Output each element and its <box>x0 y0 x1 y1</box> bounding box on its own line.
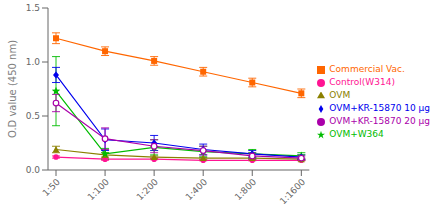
svg-text:0.5: 0.5 <box>26 111 40 121</box>
html-text:OVM+KR-15870 20 μg: OVM+KR-15870 20 μg <box>329 116 430 126</box>
svg-text:0.0: 0.0 <box>26 165 41 175</box>
svg-text:1:200: 1:200 <box>135 177 161 203</box>
svg-text:1:800: 1:800 <box>233 177 259 203</box>
html-text:OVM+W364: OVM+W364 <box>329 129 384 139</box>
svg-text:O.D value (450 nm): O.D value (450 nm) <box>8 40 18 138</box>
html-text:Commercial Vac.: Commercial Vac. <box>329 64 405 74</box>
svg-text:1:50: 1:50 <box>41 177 63 199</box>
svg-text:1.5: 1.5 <box>26 3 40 13</box>
html-text:OVM+KR-15870 10 μg: OVM+KR-15870 10 μg <box>329 103 430 113</box>
html-text:Control(W314): Control(W314) <box>329 77 395 87</box>
html-text:OVM: OVM <box>329 90 351 100</box>
svg-text:1:400: 1:400 <box>184 177 210 203</box>
svg-text:1.0: 1.0 <box>26 57 41 67</box>
svg-text:1:1600: 1:1600 <box>278 177 308 204</box>
svg-text:1:100: 1:100 <box>86 177 112 203</box>
